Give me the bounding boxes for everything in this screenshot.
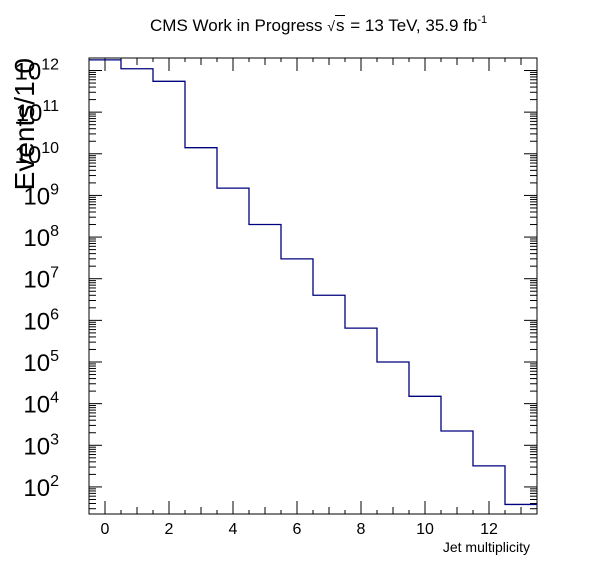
sqrt-symbol: √ [327,18,335,34]
y-tick-label: 1011 [16,98,59,127]
y-tick-label: 107 [23,265,59,294]
y-tick-label: 106 [23,306,59,335]
title-prefix: CMS Work in Progress [150,16,323,35]
y-tick-label: 103 [23,431,59,460]
x-tick-label: 2 [165,521,174,538]
x-tick-label: 0 [101,521,110,538]
sqrt-arg: s [334,15,346,35]
chart-title: CMS Work in Progress √s = 13 TeV, 35.9 f… [150,14,487,36]
x-tick-label: 8 [357,521,366,538]
x-tick-label: 12 [480,521,498,538]
y-axis-label: Events/1.0 [9,58,40,190]
y-tick-label: 102 [23,473,59,502]
x-axis-label: Jet multiplicity [443,539,530,555]
title-energy: = 13 TeV, 35.9 fb [350,16,478,35]
x-tick-label: 6 [293,521,302,538]
y-tick-label: 109 [23,181,59,210]
y-tick-label: 105 [23,348,59,377]
y-tick-label: 104 [23,390,59,419]
title-lumi-exponent: -1 [477,14,488,26]
sqrt-s: √s [327,15,346,36]
x-tick-label: 10 [416,521,434,538]
y-tick-label: 1012 [15,56,60,85]
histogram-series [89,59,537,506]
x-tick-label: 4 [229,521,238,538]
y-tick-label: 108 [23,223,59,252]
y-tick-label: 1010 [15,140,60,169]
